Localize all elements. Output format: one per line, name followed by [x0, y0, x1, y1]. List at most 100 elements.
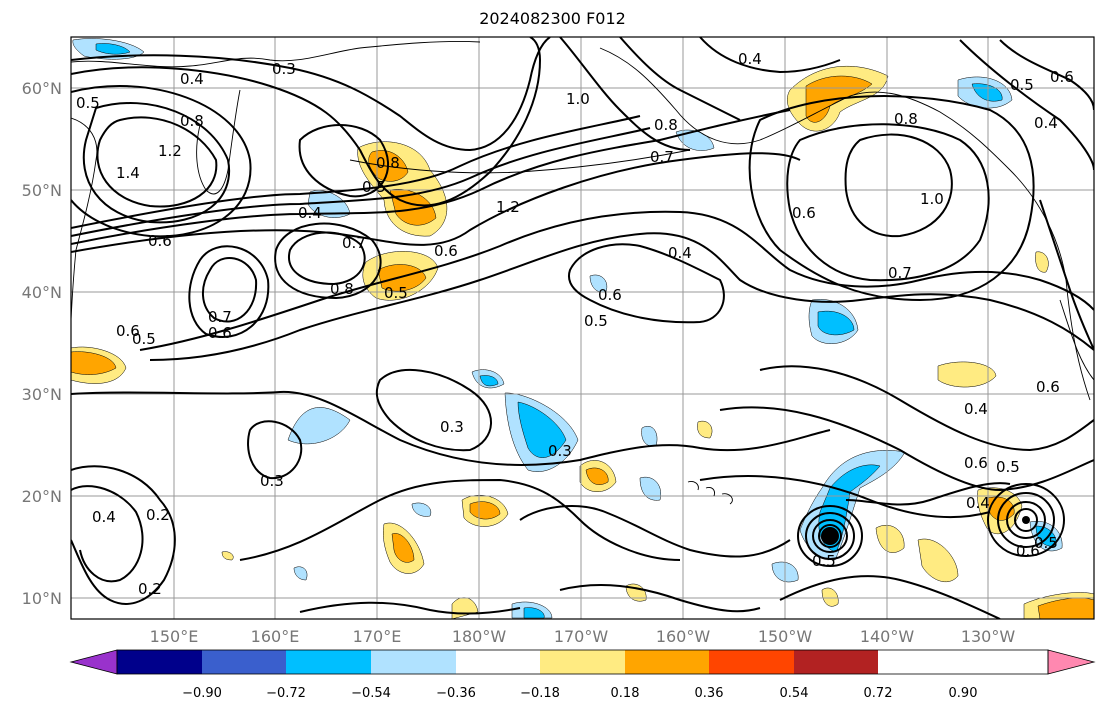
contour-line — [699, 37, 841, 74]
contour-label: 0.3 — [440, 418, 464, 436]
negative-fill-area — [817, 310, 855, 336]
contour-line — [71, 485, 144, 583]
contour-line — [759, 365, 1094, 452]
contour-line — [748, 95, 1035, 302]
colorbar-segment — [709, 650, 794, 674]
contour-label: 0.6 — [116, 322, 140, 340]
negative-fill-area — [293, 566, 308, 581]
contour-label: 0.3 — [548, 442, 572, 460]
lat-label: 10°N — [22, 589, 62, 608]
positive-fill-area — [377, 264, 427, 292]
colorbar-segment — [540, 650, 625, 674]
negative-fill-area — [411, 502, 432, 517]
positive-fill-area — [821, 587, 839, 607]
contour-label: 0.7 — [342, 234, 366, 252]
contour-label: 0.3 — [260, 472, 284, 490]
negative-fill-area — [675, 129, 715, 151]
cyclone-center-marker — [1022, 516, 1030, 524]
colorbar-tick-label: −0.36 — [436, 686, 476, 701]
contour-line — [1039, 199, 1094, 351]
lon-label: 180°W — [452, 627, 507, 646]
contour-label: 0.5 — [996, 458, 1020, 476]
contour-line — [375, 369, 492, 452]
contour-line — [559, 37, 691, 151]
contour-line — [568, 243, 725, 324]
contour-line — [298, 124, 390, 198]
contour-label: 0.6 — [208, 324, 232, 342]
contour-label: 1.2 — [158, 142, 182, 160]
negative-fill-area — [287, 407, 351, 445]
contour-label: 1.2 — [496, 198, 520, 216]
contour-line — [71, 85, 252, 238]
contour-line — [987, 483, 1066, 557]
contour-label: 1.0 — [920, 190, 944, 208]
positive-fill-area — [917, 538, 959, 583]
contour-label: 0.6 — [964, 454, 988, 472]
contour-label: 0.6 — [792, 204, 816, 222]
positive-fill-area — [1035, 251, 1049, 273]
contour-line — [519, 505, 791, 558]
contour-label: 0.2 — [138, 580, 162, 598]
contour-label: 0.5 — [132, 330, 156, 348]
map-title: 2024082300 F012 — [479, 9, 626, 28]
contour-label: 0.6 — [434, 242, 458, 260]
contour-line — [786, 123, 990, 282]
lon-label: 170°E — [353, 627, 402, 646]
positive-fill-area — [937, 361, 997, 388]
lon-label: 130°W — [961, 627, 1016, 646]
contour-line — [812, 519, 849, 553]
contour-label-layer: 0.4 0.3 0.5 0.8 1.0 0.4 0.5 0.6 0.4 1.2 … — [76, 50, 1074, 598]
negative-fill-area — [95, 43, 131, 55]
contour-label: 0.5 — [362, 178, 386, 196]
colorbar-segment — [117, 650, 202, 674]
contour-label: 0.8 — [894, 110, 918, 128]
contour-line — [202, 257, 258, 323]
contour-line — [999, 39, 1094, 111]
positive-fill-area — [585, 467, 609, 485]
contour-label: 0.4 — [298, 204, 322, 222]
contour-line — [1014, 508, 1039, 532]
contour-line — [997, 492, 1056, 548]
contour-label: 0.6 — [1016, 542, 1040, 560]
lat-label: 40°N — [22, 283, 62, 302]
longitude-labels: 150°E 160°E 170°E 180°W 170°W 160°W 150°… — [150, 627, 1016, 646]
contour-label: 0.5 — [584, 312, 608, 330]
contour-label: 0.8 — [376, 154, 400, 172]
colorbar-tick-label: −0.72 — [266, 686, 306, 701]
contour-line — [779, 575, 1001, 619]
contour-line — [818, 524, 843, 548]
contour-line — [239, 478, 681, 561]
colorbar-segment — [794, 650, 878, 674]
contour-label: 0.4 — [966, 494, 990, 512]
lon-label: 150°E — [150, 627, 199, 646]
contour-line — [139, 210, 1094, 351]
negative-fill-area — [523, 607, 545, 619]
map-frame — [70, 36, 1095, 620]
contour-label: 0.6 — [598, 286, 622, 304]
colorbar-extend-high — [1047, 649, 1096, 675]
positive-fill-area — [875, 524, 905, 553]
colorbar-tick-label: −0.90 — [182, 686, 222, 701]
contour-label: 0.6 — [1050, 68, 1074, 86]
contour-label: 0.7 — [650, 148, 674, 166]
contour-line — [71, 109, 791, 245]
contour-label: 0.4 — [738, 50, 762, 68]
contour-label: 0.4 — [1034, 114, 1058, 132]
colorbar-tick-label: 0.54 — [780, 686, 809, 701]
colorbar-tick-label: 0.18 — [611, 686, 640, 701]
contour-label: 0.5 — [812, 552, 836, 570]
lon-label: 160°E — [251, 627, 300, 646]
contour-line — [559, 584, 761, 613]
contour-line — [71, 127, 651, 237]
lon-label: 160°W — [656, 627, 711, 646]
negative-fill-area — [641, 426, 658, 447]
contour-label: 0.6 — [1036, 378, 1060, 396]
contour-line — [188, 245, 270, 338]
contour-label: 0.5 — [384, 284, 408, 302]
contour-line — [719, 406, 1094, 492]
contour-label: 0.5 — [76, 94, 100, 112]
lon-label: 170°W — [554, 627, 609, 646]
contour-label: 0.8 — [654, 116, 678, 134]
contour-label: 0.3 — [272, 60, 296, 78]
contour-label: 0.6 — [148, 232, 172, 250]
